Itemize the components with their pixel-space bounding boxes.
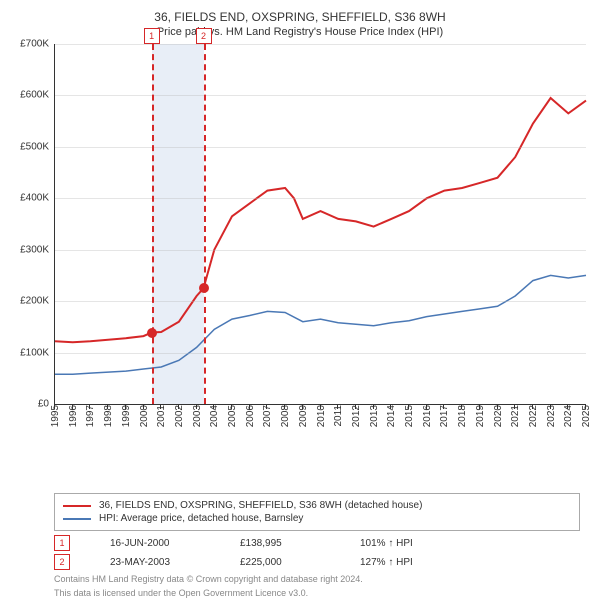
x-tick-label: 2018 (457, 405, 468, 427)
x-tick-label: 2003 (192, 405, 203, 427)
x-tick-label: 2021 (510, 405, 521, 427)
footer-text: This data is licensed under the Open Gov… (54, 588, 590, 598)
transaction-price: £138,995 (240, 538, 320, 549)
footer-text: Contains HM Land Registry data © Crown c… (54, 574, 590, 584)
y-tick-label: £300K (20, 244, 49, 255)
marker-number-box: 2 (196, 28, 212, 44)
x-tick-label: 2009 (298, 405, 309, 427)
x-tick-label: 2023 (546, 405, 557, 427)
legend-label: HPI: Average price, detached house, Barn… (99, 513, 303, 524)
price-marker (199, 283, 209, 293)
x-tick-label: 2008 (280, 405, 291, 427)
x-tick-label: 1997 (85, 405, 96, 427)
price-marker (147, 328, 157, 338)
x-tick-label: 2014 (386, 405, 397, 427)
transaction-hpi: 101% ↑ HPI (360, 538, 413, 549)
legend-item: 36, FIELDS END, OXSPRING, SHEFFIELD, S36… (63, 500, 571, 511)
x-tick-label: 2020 (493, 405, 504, 427)
series-line (55, 98, 586, 342)
marker-number-box: 1 (144, 28, 160, 44)
chart-title: 36, FIELDS END, OXSPRING, SHEFFIELD, S36… (10, 10, 590, 24)
chart-subtitle: Price paid vs. HM Land Registry's House … (10, 26, 590, 38)
transaction-row: 1 16-JUN-2000 £138,995 101% ↑ HPI (54, 535, 590, 551)
series-line (55, 275, 586, 374)
y-tick-label: £0 (38, 399, 49, 410)
transaction-hpi: 127% ↑ HPI (360, 557, 413, 568)
x-tick-label: 2015 (404, 405, 415, 427)
x-tick-label: 2012 (351, 405, 362, 427)
legend-item: HPI: Average price, detached house, Barn… (63, 513, 571, 524)
x-tick-label: 1995 (50, 405, 61, 427)
x-tick-label: 2002 (174, 405, 185, 427)
x-axis-labels: 1995199619971998199920002001200220032004… (54, 405, 586, 447)
x-tick-label: 2016 (422, 405, 433, 427)
chart-plot-area: £0£100K£200K£300K£400K£500K£600K£700K12 (54, 44, 586, 405)
transaction-rows: 1 16-JUN-2000 £138,995 101% ↑ HPI 2 23-MAY-20… (10, 535, 590, 570)
x-tick-label: 2017 (439, 405, 450, 427)
x-tick-label: 1996 (68, 405, 79, 427)
x-tick-label: 2007 (262, 405, 273, 427)
x-tick-label: 2022 (528, 405, 539, 427)
transaction-price: £225,000 (240, 557, 320, 568)
transaction-vline (204, 44, 206, 404)
transaction-number-box: 2 (54, 554, 70, 570)
y-tick-label: £500K (20, 141, 49, 152)
x-tick-label: 2001 (156, 405, 167, 427)
x-tick-label: 2013 (369, 405, 380, 427)
x-tick-label: 2010 (316, 405, 327, 427)
y-tick-label: £600K (20, 90, 49, 101)
x-tick-label: 2024 (563, 405, 574, 427)
x-tick-label: 2025 (581, 405, 592, 427)
x-tick-label: 2000 (139, 405, 150, 427)
y-tick-label: £100K (20, 347, 49, 358)
legend-label: 36, FIELDS END, OXSPRING, SHEFFIELD, S36… (99, 500, 422, 511)
transaction-vline (152, 44, 154, 404)
y-tick-label: £400K (20, 193, 49, 204)
x-tick-label: 1999 (121, 405, 132, 427)
x-tick-label: 2011 (333, 405, 344, 427)
y-tick-label: £200K (20, 296, 49, 307)
x-tick-label: 2019 (475, 405, 486, 427)
legend-swatch (63, 505, 91, 507)
x-tick-label: 1998 (103, 405, 114, 427)
chart-svg (55, 44, 586, 404)
transaction-date: 16-JUN-2000 (110, 538, 200, 549)
x-tick-label: 2006 (245, 405, 256, 427)
y-tick-label: £700K (20, 39, 49, 50)
chart-legend: 36, FIELDS END, OXSPRING, SHEFFIELD, S36… (54, 493, 580, 531)
x-tick-label: 2004 (209, 405, 220, 427)
transaction-date: 23-MAY-2003 (110, 557, 200, 568)
transaction-number-box: 1 (54, 535, 70, 551)
x-tick-label: 2005 (227, 405, 238, 427)
legend-swatch (63, 518, 91, 520)
transaction-row: 2 23-MAY-2003 £225,000 127% ↑ HPI (54, 554, 590, 570)
